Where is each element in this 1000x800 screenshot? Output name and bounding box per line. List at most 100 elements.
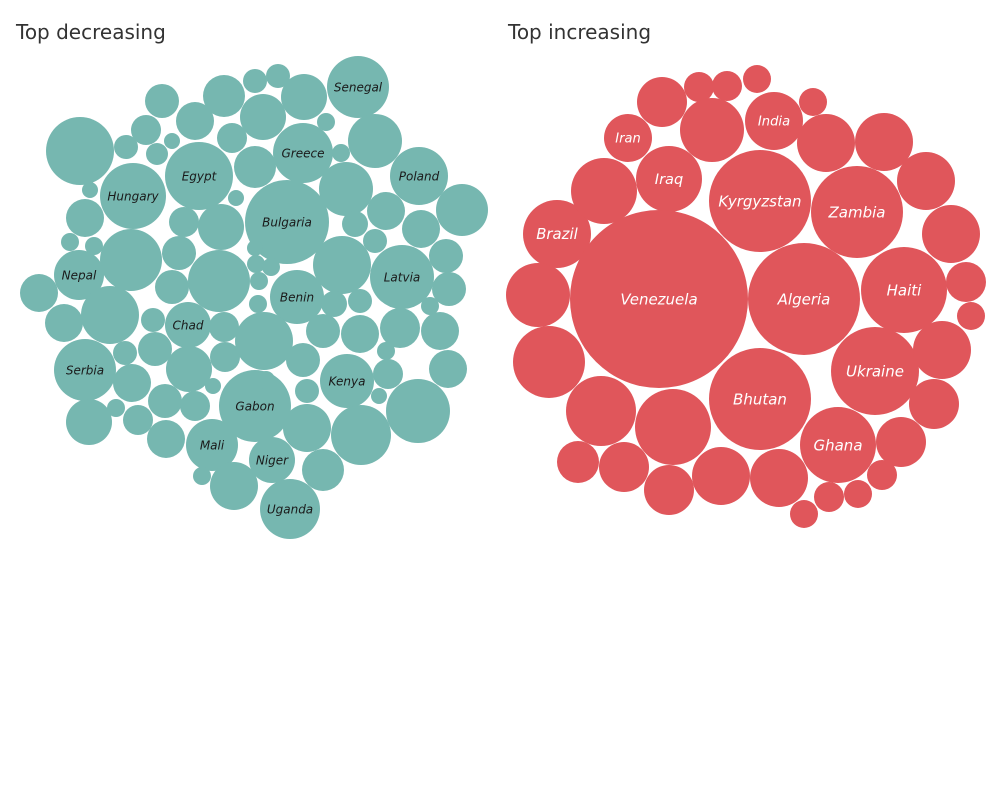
- bubble-poland[interactable]: [390, 147, 448, 205]
- bubble-unlabeled-dec-17[interactable]: [145, 84, 179, 118]
- bubble-ukraine[interactable]: [831, 327, 919, 415]
- bubble-unlabeled-dec-52[interactable]: [247, 255, 265, 273]
- bubble-gabon[interactable]: [219, 370, 291, 442]
- bubble-unlabeled-inc-28[interactable]: [909, 379, 959, 429]
- bubble-kyrgyzstan[interactable]: [709, 150, 811, 252]
- bubble-unlabeled-dec-87[interactable]: [386, 379, 450, 443]
- bubble-unlabeled-dec-24[interactable]: [131, 115, 161, 145]
- bubble-unlabeled-dec-86[interactable]: [371, 388, 387, 404]
- bubble-unlabeled-dec-78[interactable]: [429, 350, 467, 388]
- bubble-hungary[interactable]: [100, 163, 166, 229]
- bubble-unlabeled-dec-64[interactable]: [348, 289, 372, 313]
- bubble-unlabeled-dec-46[interactable]: [162, 236, 196, 270]
- bubble-unlabeled-dec-18[interactable]: [203, 75, 245, 117]
- bubble-unlabeled-dec-22[interactable]: [240, 94, 286, 140]
- bubble-unlabeled-inc-38[interactable]: [844, 480, 872, 508]
- bubble-unlabeled-inc-39[interactable]: [814, 482, 844, 512]
- bubble-unlabeled-dec-90[interactable]: [66, 399, 112, 445]
- bubble-unlabeled-inc-21[interactable]: [897, 152, 955, 210]
- bubble-iraq[interactable]: [636, 146, 702, 212]
- bubble-unlabeled-inc-13[interactable]: [684, 72, 714, 102]
- bubble-unlabeled-dec-16[interactable]: [46, 117, 114, 185]
- bubble-unlabeled-dec-67[interactable]: [421, 312, 459, 350]
- bubble-unlabeled-dec-53[interactable]: [262, 258, 280, 276]
- bubble-unlabeled-inc-32[interactable]: [557, 441, 599, 483]
- bubble-unlabeled-dec-40[interactable]: [342, 211, 368, 237]
- bubble-unlabeled-dec-89[interactable]: [123, 405, 153, 435]
- bubble-unlabeled-dec-26[interactable]: [146, 143, 168, 165]
- bubble-unlabeled-dec-75[interactable]: [166, 346, 212, 392]
- bubble-unlabeled-dec-76[interactable]: [210, 342, 240, 372]
- bubble-unlabeled-inc-29[interactable]: [566, 376, 636, 446]
- bubble-unlabeled-inc-18[interactable]: [797, 114, 855, 172]
- bubble-serbia[interactable]: [54, 339, 116, 401]
- bubble-unlabeled-inc-40[interactable]: [790, 500, 818, 528]
- bubble-unlabeled-inc-24[interactable]: [506, 263, 570, 327]
- bubble-unlabeled-dec-74[interactable]: [138, 332, 172, 366]
- bubble-unlabeled-inc-27[interactable]: [513, 326, 585, 398]
- bubble-unlabeled-dec-95[interactable]: [210, 462, 258, 510]
- bubble-unlabeled-dec-32[interactable]: [234, 146, 276, 188]
- bubble-unlabeled-dec-84[interactable]: [180, 391, 210, 421]
- bubble-unlabeled-dec-93[interactable]: [147, 420, 185, 458]
- bubble-unlabeled-inc-14[interactable]: [712, 71, 742, 101]
- bubble-unlabeled-dec-37[interactable]: [198, 204, 244, 250]
- bubble-unlabeled-inc-19[interactable]: [855, 113, 913, 171]
- bubble-unlabeled-dec-28[interactable]: [217, 123, 247, 153]
- bubble-unlabeled-inc-25[interactable]: [957, 302, 985, 330]
- bubble-iran[interactable]: [604, 114, 652, 162]
- bubble-zambia[interactable]: [811, 166, 903, 258]
- bubble-nepal[interactable]: [54, 250, 104, 300]
- bubble-unlabeled-dec-85[interactable]: [295, 379, 319, 403]
- bubble-unlabeled-dec-29[interactable]: [317, 113, 335, 131]
- bubble-unlabeled-dec-50[interactable]: [313, 236, 371, 294]
- bubble-greece[interactable]: [273, 123, 333, 183]
- bubble-unlabeled-dec-58[interactable]: [45, 304, 83, 342]
- bubble-unlabeled-dec-71[interactable]: [341, 315, 379, 353]
- bubble-unlabeled-dec-59[interactable]: [155, 270, 189, 304]
- bubble-unlabeled-inc-12[interactable]: [637, 77, 687, 127]
- bubble-unlabeled-dec-81[interactable]: [373, 359, 403, 389]
- bubble-unlabeled-dec-43[interactable]: [61, 233, 79, 251]
- bubble-unlabeled-inc-17[interactable]: [799, 88, 827, 116]
- bubble-unlabeled-dec-35[interactable]: [66, 199, 104, 237]
- bubble-unlabeled-dec-79[interactable]: [257, 371, 275, 389]
- bubble-unlabeled-dec-92[interactable]: [331, 405, 391, 465]
- bubble-benin[interactable]: [270, 270, 324, 324]
- bubble-unlabeled-dec-25[interactable]: [114, 135, 138, 159]
- bubble-mali[interactable]: [186, 419, 238, 471]
- bubble-unlabeled-inc-33[interactable]: [599, 442, 649, 492]
- bubble-unlabeled-inc-36[interactable]: [750, 449, 808, 507]
- bubble-unlabeled-dec-19[interactable]: [243, 69, 267, 93]
- bubble-brazil[interactable]: [523, 200, 591, 268]
- bubble-unlabeled-inc-34[interactable]: [644, 465, 694, 515]
- bubble-unlabeled-inc-26[interactable]: [913, 321, 971, 379]
- bubble-unlabeled-dec-38[interactable]: [228, 190, 244, 206]
- bubble-unlabeled-dec-77[interactable]: [286, 343, 320, 377]
- bubble-unlabeled-dec-49[interactable]: [429, 239, 463, 273]
- bubble-unlabeled-dec-44[interactable]: [85, 237, 103, 255]
- bubble-unlabeled-dec-80[interactable]: [205, 378, 221, 394]
- bubble-unlabeled-dec-21[interactable]: [281, 74, 327, 120]
- bubble-unlabeled-dec-47[interactable]: [247, 240, 263, 256]
- bubble-unlabeled-dec-72[interactable]: [377, 342, 395, 360]
- bubble-uganda[interactable]: [260, 479, 320, 539]
- bubble-unlabeled-dec-45[interactable]: [100, 229, 162, 291]
- bubble-unlabeled-dec-73[interactable]: [113, 341, 137, 365]
- bubble-unlabeled-inc-20[interactable]: [571, 158, 637, 224]
- bubble-unlabeled-dec-94[interactable]: [193, 467, 211, 485]
- bubble-unlabeled-dec-68[interactable]: [306, 314, 340, 348]
- bubble-unlabeled-dec-31[interactable]: [332, 144, 350, 162]
- bubble-unlabeled-dec-39[interactable]: [367, 192, 405, 230]
- bubble-unlabeled-dec-70[interactable]: [235, 312, 293, 370]
- bubble-unlabeled-dec-82[interactable]: [113, 364, 151, 402]
- bubble-bhutan[interactable]: [709, 348, 811, 450]
- bubble-unlabeled-inc-37[interactable]: [867, 460, 897, 490]
- bubble-unlabeled-inc-30[interactable]: [635, 389, 711, 465]
- bubble-unlabeled-inc-31[interactable]: [876, 417, 926, 467]
- bubble-unlabeled-inc-16[interactable]: [680, 98, 744, 162]
- bubble-unlabeled-dec-20[interactable]: [266, 64, 290, 88]
- bubble-unlabeled-dec-27[interactable]: [164, 133, 180, 149]
- bubble-unlabeled-inc-23[interactable]: [946, 262, 986, 302]
- bubble-unlabeled-dec-33[interactable]: [319, 162, 373, 216]
